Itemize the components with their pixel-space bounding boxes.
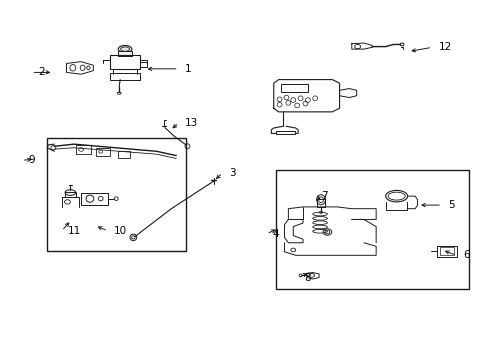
Bar (81, 193, 108, 205)
Bar (281, 84, 307, 92)
Text: 10: 10 (114, 226, 127, 236)
Ellipse shape (118, 45, 132, 53)
Text: 4: 4 (272, 229, 279, 239)
Polygon shape (118, 51, 132, 56)
Text: 12: 12 (438, 42, 451, 52)
Text: 5: 5 (447, 200, 454, 210)
Text: 11: 11 (68, 226, 81, 236)
Text: 3: 3 (228, 168, 235, 178)
Bar (110, 55, 140, 69)
Bar (118, 150, 130, 158)
Text: 6: 6 (462, 250, 468, 260)
Bar (76, 145, 91, 154)
Text: 1: 1 (184, 64, 191, 74)
Bar (47, 138, 185, 251)
Text: 9: 9 (28, 155, 35, 165)
Bar (439, 247, 453, 255)
Text: 8: 8 (304, 273, 310, 283)
Bar (436, 246, 456, 257)
Bar (276, 170, 468, 289)
Bar (65, 192, 76, 197)
Text: 7: 7 (321, 191, 327, 201)
Bar (316, 199, 325, 207)
Ellipse shape (65, 190, 76, 195)
Bar (96, 148, 110, 156)
Bar (110, 73, 140, 80)
Text: 13: 13 (184, 118, 198, 128)
Bar (140, 62, 147, 67)
Text: 2: 2 (38, 67, 44, 77)
Bar (276, 131, 294, 134)
